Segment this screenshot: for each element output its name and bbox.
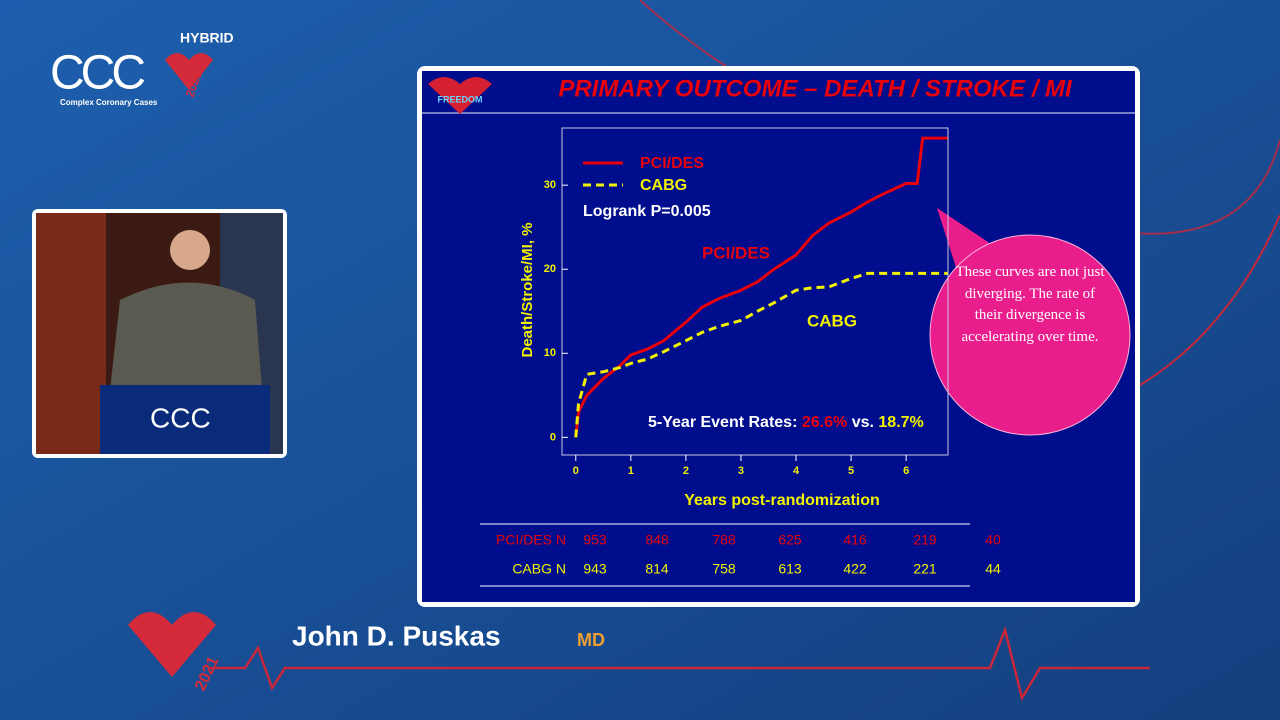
speaker-head [170, 230, 210, 270]
cabg-rate: 18.7% [878, 414, 923, 431]
table-cell: 416 [843, 532, 867, 548]
callout-text: These curves are not just diverging. The… [955, 264, 1105, 345]
x-tick-label: 4 [793, 465, 800, 477]
table-cell: 814 [645, 561, 669, 577]
logrank: Logrank P=0.005 [583, 203, 711, 220]
y-tick-label: 10 [544, 347, 556, 359]
curve-label: CABG [807, 311, 857, 330]
ekg-line [210, 625, 1150, 702]
year-heart [128, 612, 216, 677]
pci-rate: 26.6% [802, 414, 847, 431]
badge-text: FREEDOM [438, 94, 483, 104]
table-cell: 613 [778, 561, 802, 577]
video-curtain [36, 213, 106, 454]
y-axis-label: Death/Stroke/MI, % [519, 222, 536, 357]
table-row-label: PCI/DES N [496, 532, 566, 548]
logo-heart [165, 53, 213, 90]
logo-text: CCC [50, 47, 144, 100]
y-tick-label: 20 [544, 263, 556, 275]
x-tick-label: 5 [848, 465, 854, 477]
x-tick-label: 2 [683, 465, 689, 477]
logo-hybrid: HYBRID [180, 30, 234, 46]
event-rates: 5-Year Event Rates: 26.6% vs. 18.7% [648, 414, 924, 431]
legend-label: CABG [640, 177, 687, 194]
speaker-credential: MD [577, 630, 605, 650]
table-cell: 219 [913, 532, 937, 548]
decor-line [1139, 214, 1280, 386]
event-rates-label: 5-Year Event Rates: [648, 414, 797, 431]
table-cell: 40 [985, 532, 1001, 548]
podium-logo: CCC [150, 402, 211, 433]
table-cell: 848 [645, 532, 669, 548]
legend-label: PCI/DES [640, 155, 704, 172]
table-cell: 625 [778, 532, 802, 548]
podium [100, 385, 270, 454]
x-tick-label: 0 [573, 465, 579, 477]
table-row-label: CABG N [512, 561, 566, 577]
logo-tagline: Complex Coronary Cases [60, 98, 158, 107]
slide-title: PRIMARY OUTCOME – DEATH / STROKE / MI [558, 75, 1073, 102]
callout-bubble [929, 234, 1131, 436]
table-cell: 44 [985, 561, 1001, 577]
x-tick-label: 1 [628, 465, 634, 477]
x-axis-label: Years post-randomization [684, 492, 880, 509]
series-line [574, 271, 948, 438]
callout-tail [937, 208, 1000, 280]
curve-label: PCI/DES [702, 243, 770, 262]
vs: vs. [852, 414, 874, 431]
y-tick-label: 30 [544, 179, 556, 191]
x-tick-label: 3 [738, 465, 744, 477]
table-cell: 788 [712, 532, 736, 548]
badge-heart [428, 77, 492, 114]
speaker-body [110, 282, 262, 390]
table-cell: 221 [913, 561, 937, 577]
speaker-name: John D. Puskas [292, 620, 501, 651]
x-tick-label: 6 [903, 465, 909, 477]
y-tick-label: 0 [550, 431, 556, 443]
plot-frame [561, 127, 949, 456]
table-cell: 943 [583, 561, 607, 577]
table-cell: 422 [843, 561, 867, 577]
table-cell: 758 [712, 561, 736, 577]
table-cell: 953 [583, 532, 607, 548]
plot: 0 1 2 3 4 5 6 0 10 20 30 PCI/DES CABG PCI/DES N 953 848… [480, 127, 1001, 587]
